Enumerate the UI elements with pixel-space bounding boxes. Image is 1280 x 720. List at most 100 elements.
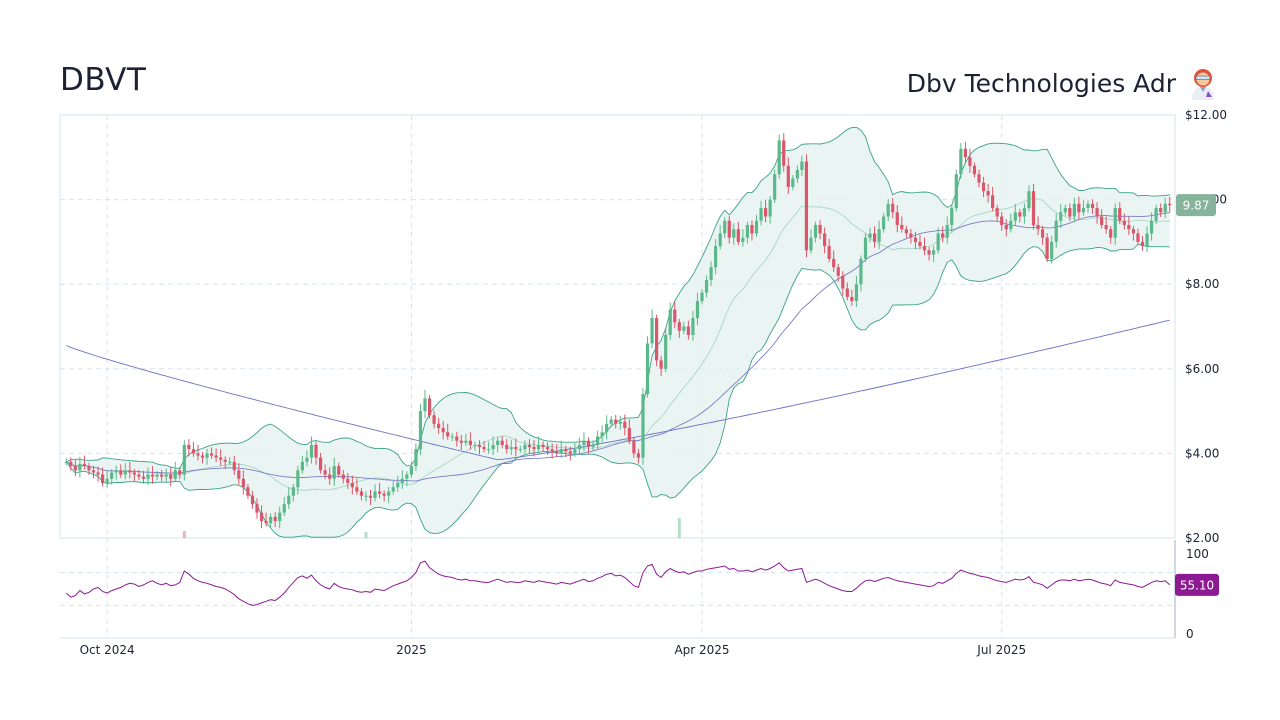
candle-body <box>777 140 781 175</box>
candle-body <box>595 436 600 445</box>
candle-body <box>968 157 972 166</box>
candle-body <box>754 220 759 234</box>
candle-body <box>636 453 641 458</box>
candle-body <box>309 444 314 458</box>
candle-body <box>809 237 813 251</box>
price-tick-label: $12.00 <box>1185 108 1227 122</box>
candle-body <box>900 224 904 230</box>
candle-body <box>986 191 990 196</box>
candle-body <box>1159 208 1163 213</box>
candle-body <box>913 237 918 242</box>
candle-body <box>509 447 513 450</box>
candle-body <box>1113 208 1117 238</box>
candle-body <box>377 491 382 494</box>
candle-body <box>532 447 536 450</box>
candle-body <box>1086 203 1090 209</box>
candle-body <box>832 258 836 268</box>
date-tick-label: Jul 2025 <box>976 643 1026 657</box>
candle-body <box>241 478 245 488</box>
bollinger-fill <box>66 127 1170 538</box>
date-tick-label: Oct 2024 <box>80 643 135 657</box>
candle-body <box>250 495 255 505</box>
candle-body <box>96 472 100 475</box>
candle-body <box>950 208 954 225</box>
candle-body <box>273 516 277 522</box>
candle-body <box>191 449 196 454</box>
candle-body <box>786 165 790 187</box>
candle-body <box>854 284 859 302</box>
candle-body <box>337 466 341 475</box>
candle-body <box>700 292 704 302</box>
volume-bar <box>182 531 186 538</box>
candle-body <box>695 301 700 319</box>
candle-body <box>314 444 318 458</box>
candle-body <box>845 288 849 297</box>
candle-body <box>446 432 450 437</box>
candle-body <box>323 470 327 475</box>
candlesticks <box>64 133 1172 529</box>
candle-body <box>259 512 264 522</box>
candle-body <box>1045 237 1049 259</box>
candle-body <box>441 428 445 433</box>
candle-body <box>954 174 958 209</box>
candle-body <box>182 444 186 475</box>
candle-body <box>523 444 527 450</box>
candle-body <box>518 449 522 451</box>
candle-body <box>491 444 495 450</box>
candle-body <box>732 229 736 238</box>
candle-body <box>654 318 659 361</box>
candle-body <box>432 415 436 424</box>
candle-body <box>364 495 368 497</box>
candle-body <box>427 398 432 416</box>
candle-body <box>709 267 713 280</box>
candle-body <box>546 447 550 450</box>
moving-averages <box>66 212 1170 482</box>
candle-body <box>91 470 96 473</box>
candle-body <box>841 275 845 289</box>
candle-body <box>137 474 141 477</box>
price-tick-label: $4.00 <box>1185 446 1219 460</box>
candle-body <box>727 220 731 238</box>
candle-body <box>1009 220 1013 230</box>
candle-body <box>895 212 899 225</box>
candle-body <box>568 451 572 454</box>
candle-body <box>991 195 995 209</box>
candle-body <box>877 229 881 242</box>
candle-body <box>673 309 677 323</box>
candle-body <box>600 432 604 437</box>
candle-body <box>577 444 582 450</box>
candle-body <box>123 470 127 475</box>
candle-body <box>328 474 332 479</box>
candle-body <box>614 419 618 424</box>
candle-body <box>396 483 400 488</box>
candle-body <box>931 250 936 255</box>
candle-body <box>863 237 868 259</box>
candle-body <box>800 161 804 170</box>
candle-body <box>105 478 109 484</box>
rsi-tick-label: 0 <box>1186 627 1194 641</box>
candle-body <box>868 233 872 238</box>
rsi-line <box>65 560 1171 606</box>
last-price-badge <box>1176 194 1216 217</box>
candle-body <box>1013 212 1017 221</box>
candle-body <box>169 474 173 479</box>
last-rsi-label: 55.10 <box>1180 578 1214 592</box>
candle-body <box>718 233 722 247</box>
date-tick-label: Apr 2025 <box>674 643 729 657</box>
candle-body <box>736 229 740 242</box>
candle-body <box>110 472 114 479</box>
candle-body <box>627 428 631 441</box>
candle-body <box>963 148 967 158</box>
candle-body <box>82 463 87 467</box>
candle-body <box>400 478 404 484</box>
candle-body <box>827 246 831 259</box>
candle-body <box>763 208 768 217</box>
candle-body <box>232 461 236 471</box>
candle-body <box>114 470 118 473</box>
candle-body <box>141 476 146 479</box>
company-name: Dbv Technologies Adr <box>907 66 1220 100</box>
candle-body <box>813 224 818 238</box>
candle-body <box>373 491 377 498</box>
candle-body <box>650 318 654 344</box>
candle-body <box>623 421 627 429</box>
